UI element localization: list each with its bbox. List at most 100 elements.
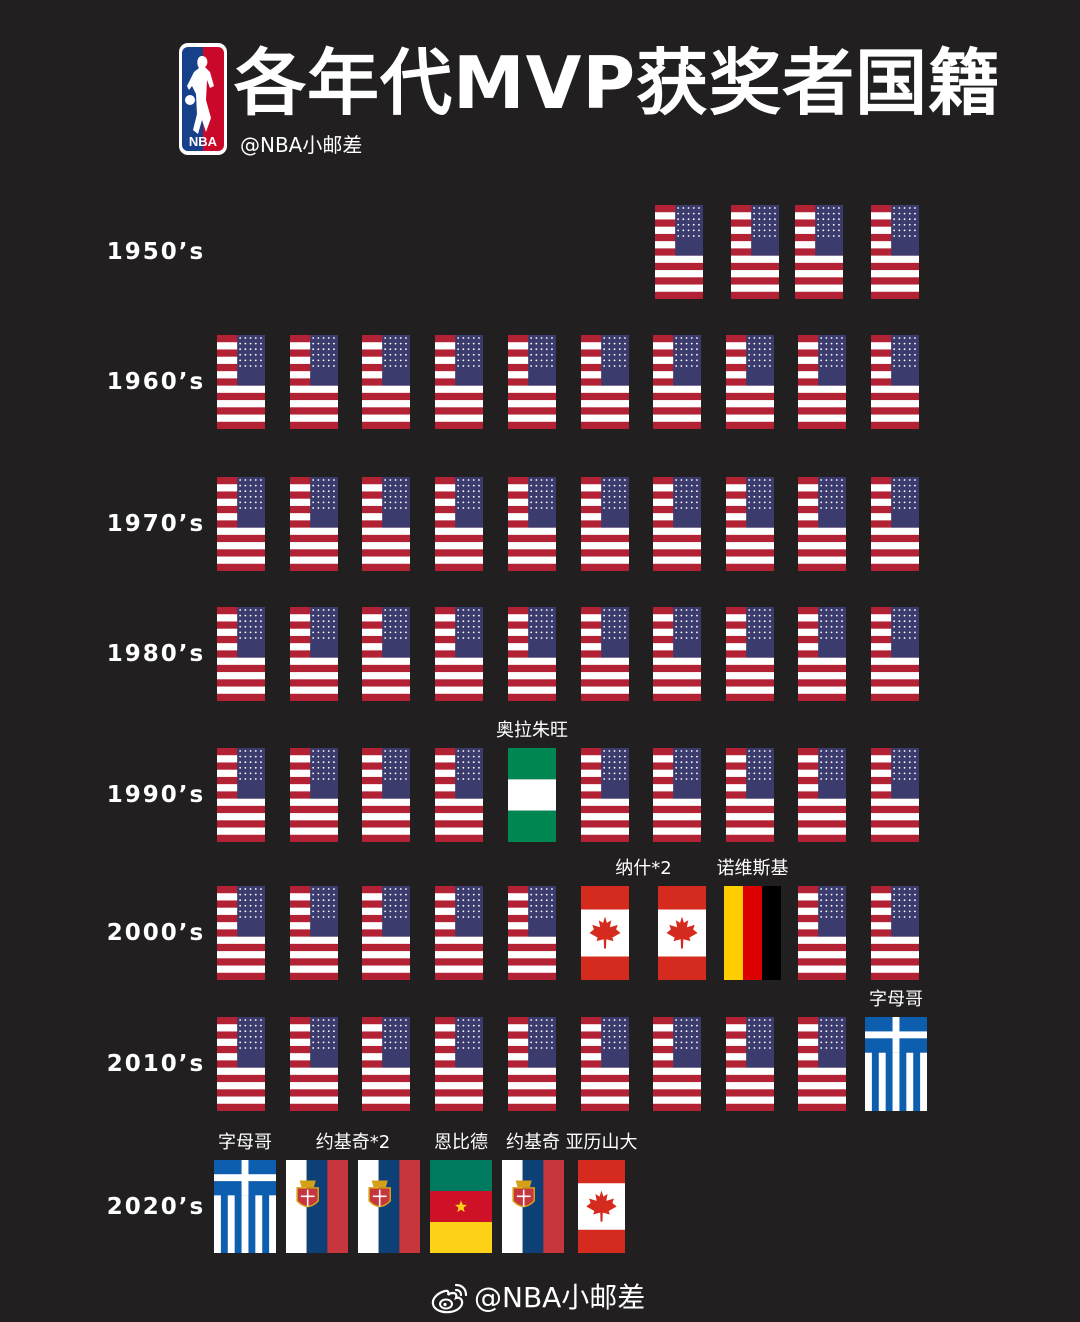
usa-flag bbox=[290, 1017, 338, 1111]
usa-flag bbox=[508, 607, 556, 701]
usa-flag-icon bbox=[362, 335, 410, 429]
usa-flag-icon bbox=[653, 1017, 701, 1111]
usa-flag-icon bbox=[362, 748, 410, 842]
usa-flag-icon bbox=[362, 886, 410, 980]
usa-flag bbox=[726, 335, 774, 429]
decade-label: 1990’s bbox=[106, 782, 206, 808]
usa-flag-icon bbox=[508, 477, 556, 571]
usa-flag-icon bbox=[795, 205, 843, 299]
usa-flag bbox=[290, 607, 338, 701]
usa-flag-icon bbox=[653, 477, 701, 571]
usa-flag-icon bbox=[871, 607, 919, 701]
usa-flag bbox=[798, 886, 846, 980]
watermark: @NBA小邮差 bbox=[430, 1278, 645, 1318]
canada-flag-icon bbox=[578, 1160, 625, 1253]
usa-flag bbox=[581, 607, 629, 701]
serbia-flag bbox=[358, 1160, 420, 1253]
germany-flag-icon bbox=[724, 886, 781, 980]
usa-flag bbox=[726, 477, 774, 571]
canada-flag bbox=[581, 886, 629, 980]
nigeria-flag bbox=[508, 748, 556, 842]
canada-flag-icon bbox=[658, 886, 706, 980]
usa-flag bbox=[798, 1017, 846, 1111]
usa-flag-icon bbox=[871, 748, 919, 842]
usa-flag-icon bbox=[581, 1017, 629, 1111]
player-label: 字母哥 bbox=[218, 1132, 272, 1153]
usa-flag bbox=[362, 1017, 410, 1111]
author-handle: @NBA小邮差 bbox=[240, 133, 363, 157]
usa-flag bbox=[653, 607, 701, 701]
nba-logo-icon: NBA bbox=[179, 43, 227, 155]
usa-flag bbox=[435, 607, 483, 701]
usa-flag bbox=[798, 335, 846, 429]
usa-flag-icon bbox=[798, 748, 846, 842]
greece-flag bbox=[214, 1160, 276, 1253]
usa-flag bbox=[726, 1017, 774, 1111]
usa-flag-icon bbox=[217, 477, 265, 571]
usa-flag-icon bbox=[653, 335, 701, 429]
decade-label: 2000’s bbox=[106, 920, 206, 946]
usa-flag bbox=[653, 477, 701, 571]
usa-flag bbox=[508, 335, 556, 429]
usa-flag-icon bbox=[362, 607, 410, 701]
player-label: 字母哥 bbox=[869, 989, 923, 1010]
usa-flag-icon bbox=[290, 477, 338, 571]
usa-flag bbox=[871, 886, 919, 980]
usa-flag-icon bbox=[798, 1017, 846, 1111]
player-label: 恩比德 bbox=[434, 1132, 488, 1153]
usa-flag bbox=[871, 748, 919, 842]
usa-flag bbox=[655, 205, 703, 299]
serbia-flag bbox=[286, 1160, 348, 1253]
usa-flag bbox=[871, 335, 919, 429]
usa-flag bbox=[726, 748, 774, 842]
player-label: 约基奇*2 bbox=[315, 1132, 391, 1153]
usa-flag-icon bbox=[798, 607, 846, 701]
usa-flag-icon bbox=[290, 1017, 338, 1111]
player-label: 奥拉朱旺 bbox=[496, 720, 568, 741]
player-label: 诺维斯基 bbox=[716, 858, 789, 879]
usa-flag bbox=[435, 748, 483, 842]
usa-flag bbox=[435, 477, 483, 571]
usa-flag-icon bbox=[362, 477, 410, 571]
player-label: 约基奇 bbox=[506, 1132, 560, 1153]
usa-flag-icon bbox=[871, 886, 919, 980]
nba-logo: NBA bbox=[178, 42, 228, 156]
serbia-flag-icon bbox=[286, 1160, 348, 1253]
usa-flag-icon bbox=[871, 477, 919, 571]
usa-flag bbox=[290, 335, 338, 429]
usa-flag bbox=[871, 477, 919, 571]
decade-label: 2010’s bbox=[106, 1051, 206, 1077]
usa-flag bbox=[798, 607, 846, 701]
usa-flag-icon bbox=[435, 1017, 483, 1111]
usa-flag-icon bbox=[217, 335, 265, 429]
usa-flag bbox=[798, 477, 846, 571]
usa-flag-icon bbox=[798, 886, 846, 980]
usa-flag bbox=[290, 886, 338, 980]
usa-flag-icon bbox=[726, 1017, 774, 1111]
usa-flag bbox=[362, 607, 410, 701]
greece-flag bbox=[865, 1017, 927, 1111]
usa-flag bbox=[290, 477, 338, 571]
usa-flag-icon bbox=[290, 607, 338, 701]
canada-flag-icon bbox=[581, 886, 629, 980]
usa-flag bbox=[871, 607, 919, 701]
decade-label: 1950’s bbox=[106, 239, 206, 265]
watermark-text: @NBA小邮差 bbox=[474, 1281, 646, 1314]
usa-flag-icon bbox=[217, 748, 265, 842]
usa-flag bbox=[581, 477, 629, 571]
usa-flag bbox=[508, 1017, 556, 1111]
usa-flag bbox=[508, 477, 556, 571]
usa-flag bbox=[362, 748, 410, 842]
usa-flag-icon bbox=[508, 1017, 556, 1111]
usa-flag bbox=[217, 335, 265, 429]
usa-flag bbox=[217, 748, 265, 842]
serbia-flag bbox=[502, 1160, 564, 1253]
usa-flag-icon bbox=[581, 335, 629, 429]
usa-flag-icon bbox=[726, 477, 774, 571]
usa-flag bbox=[653, 1017, 701, 1111]
decade-label: 2020’s bbox=[106, 1194, 206, 1220]
usa-flag-icon bbox=[581, 748, 629, 842]
cameroon-flag bbox=[430, 1160, 492, 1253]
usa-flag-icon bbox=[508, 607, 556, 701]
usa-flag-icon bbox=[726, 335, 774, 429]
